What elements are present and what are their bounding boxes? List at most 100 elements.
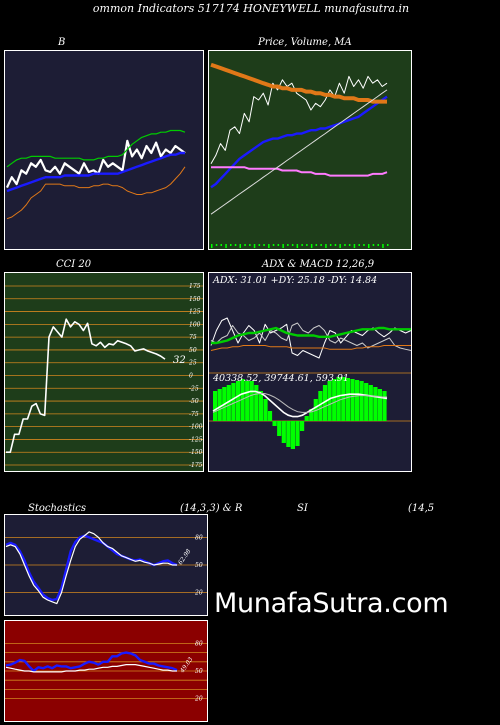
cci-tick-label: -25 bbox=[189, 385, 199, 392]
cci-tick-label: 175 bbox=[189, 283, 201, 290]
cci-tick-label: -75 bbox=[189, 411, 199, 418]
rsi-tick-label: 80 bbox=[195, 640, 203, 647]
cci-tick-label: 125 bbox=[189, 309, 201, 316]
volume-bar bbox=[353, 244, 356, 248]
volume-bar bbox=[215, 244, 218, 246]
chart-cci: 175 150 125 100 75 50 25 0 -25 -50 -75 -100 -125 -150… bbox=[5, 283, 203, 469]
macd-histogram-bar bbox=[290, 421, 295, 449]
adx-line-2 bbox=[211, 326, 411, 345]
stoch-line-1 bbox=[5, 531, 177, 605]
chart-bollinger bbox=[6, 129, 186, 220]
stoch-tick-label: 50 bbox=[195, 562, 203, 569]
volume-bar bbox=[220, 244, 222, 246]
macd-histogram-bar bbox=[336, 377, 341, 421]
macd-histogram-bar bbox=[286, 421, 291, 447]
volume-bar bbox=[310, 244, 313, 248]
panel-b-title: B bbox=[58, 37, 66, 48]
stoch-title: Stochastics bbox=[28, 503, 86, 514]
volume-bar bbox=[244, 244, 246, 246]
volume-bar bbox=[334, 244, 337, 246]
chart-rsi: 80 50 20 49.03 bbox=[5, 640, 207, 703]
panel-adx-macd: ADX: 31.01 +DY: 25.18 -DY: 14.84 40338.5… bbox=[208, 272, 412, 472]
adx-line-1 bbox=[210, 322, 412, 351]
panel-stochastics: 80 50 20 62.98 bbox=[4, 514, 208, 616]
macd-histogram-bar bbox=[245, 381, 250, 421]
stoch-tick-label: 20 bbox=[194, 590, 203, 597]
volume-bar bbox=[363, 244, 365, 246]
volume-bar bbox=[348, 244, 351, 246]
cci-tick-label: 25 bbox=[188, 360, 197, 367]
volume-bar bbox=[344, 244, 346, 246]
volume-bar bbox=[329, 244, 332, 246]
cci-tick-label: 75 bbox=[189, 334, 197, 341]
volume-bar bbox=[306, 244, 308, 246]
volume-bar bbox=[320, 244, 322, 246]
macd-histogram-bar bbox=[258, 391, 263, 421]
volume-bar bbox=[325, 244, 327, 248]
macd-histogram-bar bbox=[322, 385, 328, 421]
bollinger-line-2 bbox=[6, 129, 186, 168]
stoch-params: (14,3,3) & R bbox=[180, 503, 243, 514]
macd-histogram-bar bbox=[304, 416, 309, 421]
chart-stochastics: 80 50 20 62.98 bbox=[5, 531, 207, 605]
macd-line-0 bbox=[212, 390, 388, 418]
cci-tick-label: -100 bbox=[189, 424, 203, 431]
volume-bar bbox=[339, 244, 341, 248]
adx-line-0 bbox=[210, 317, 412, 359]
chart-price bbox=[210, 62, 389, 248]
macd-histogram-bar bbox=[309, 409, 314, 421]
cci-tick-label: 50 bbox=[189, 347, 197, 354]
macd-histogram-bar bbox=[217, 389, 222, 421]
macd-histogram-bar bbox=[373, 387, 378, 421]
macd-histogram-bar bbox=[281, 421, 286, 443]
rsi-tick-label: 20 bbox=[194, 696, 203, 703]
macd-histogram-bar bbox=[318, 391, 323, 421]
volume-bar bbox=[239, 244, 241, 248]
macd-histogram-bar bbox=[267, 411, 273, 421]
volume-bar bbox=[382, 244, 384, 248]
macd-histogram-bar bbox=[226, 385, 231, 421]
volume-bar bbox=[315, 244, 318, 246]
brand-watermark: MunafaSutra.com bbox=[214, 588, 449, 619]
volume-bar bbox=[272, 244, 275, 246]
volume-bar bbox=[358, 244, 360, 246]
stoch-tick-label: 80 bbox=[195, 534, 203, 541]
macd-histogram-bar bbox=[240, 379, 245, 421]
macd-histogram-bar bbox=[272, 421, 277, 426]
macd-histogram-bar bbox=[350, 379, 355, 421]
macd-histogram-bar bbox=[345, 378, 350, 421]
macd-histogram-bar bbox=[332, 379, 337, 421]
adx-readout: ADX: 31.01 +DY: 25.18 -DY: 14.84 bbox=[213, 275, 378, 286]
macd-histogram-bar bbox=[249, 381, 254, 421]
rsi-tick-label: 50 bbox=[195, 668, 203, 675]
macd-histogram-bar bbox=[327, 381, 332, 421]
panel-cci-title: CCI 20 bbox=[56, 259, 92, 270]
volume-bar bbox=[253, 244, 256, 248]
price-line-2 bbox=[210, 62, 387, 104]
macd-line-1 bbox=[212, 393, 387, 413]
macd-histogram-bar bbox=[382, 391, 387, 421]
volume-bar bbox=[368, 244, 370, 248]
macd-readout: 40338.52, 39744.61, 593.91 bbox=[213, 373, 349, 384]
volume-bar bbox=[211, 244, 213, 248]
price-line-0 bbox=[210, 75, 388, 165]
panel-price bbox=[208, 50, 412, 250]
chart-adx-macd bbox=[209, 317, 412, 449]
cci-tick-label: -50 bbox=[189, 398, 199, 405]
macd-histogram-bar bbox=[277, 421, 282, 436]
price-line-4 bbox=[210, 89, 388, 215]
volume-bar bbox=[225, 244, 227, 248]
volume-bar bbox=[296, 244, 299, 248]
macd-histogram-bar bbox=[254, 385, 259, 421]
macd-histogram-bar bbox=[231, 383, 236, 421]
volume-bar bbox=[372, 244, 375, 246]
volume-bar bbox=[234, 244, 237, 246]
volume-bar bbox=[377, 244, 379, 246]
bollinger-line-1 bbox=[6, 151, 185, 193]
cci-tick-label: 150 bbox=[189, 296, 201, 303]
panel-price-title: Price, Volume, MA bbox=[258, 37, 352, 48]
macd-histogram-bar bbox=[354, 380, 360, 421]
page-title: ommon Indicators 517174 HONEYWELL munafa… bbox=[92, 2, 410, 15]
macd-histogram-bar bbox=[213, 391, 218, 421]
price-line-1 bbox=[210, 95, 388, 189]
